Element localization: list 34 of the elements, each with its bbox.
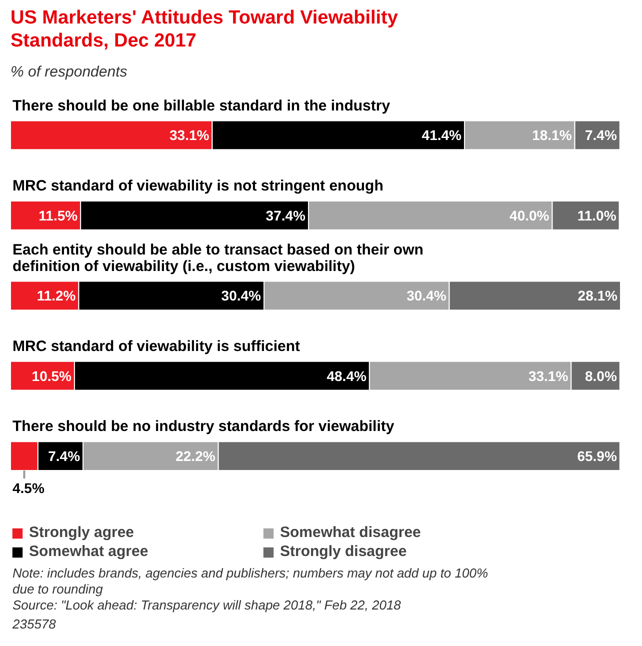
data-label: 30.4% bbox=[221, 288, 262, 304]
legend-label: Strongly agree bbox=[29, 524, 136, 541]
data-label: 7.4% bbox=[584, 127, 618, 144]
y-tick-label: MRC standard of viewability is sufficient bbox=[12, 338, 300, 355]
legend-label: Somewhat disagree bbox=[280, 524, 422, 541]
data-label: 37.4% bbox=[266, 207, 306, 224]
data-label: 33.1% bbox=[528, 368, 569, 384]
y-tick-label: There should be no industry standards for viewability bbox=[12, 418, 395, 436]
legend-label: Strongly disagree bbox=[280, 543, 408, 560]
legend-label: Somewhat agree bbox=[29, 543, 150, 560]
data-label: 11.5% bbox=[38, 207, 78, 224]
data-label: 11.2% bbox=[36, 288, 76, 304]
chart-subtitle: % of respondents bbox=[10, 64, 128, 80]
data-label: 10.5% bbox=[32, 368, 72, 384]
data-label: 22.2% bbox=[176, 448, 216, 464]
y-tick-label: There should be one billable standard in the industry bbox=[12, 97, 391, 114]
data-label: 28.1% bbox=[578, 288, 618, 304]
data-label: 41.4% bbox=[422, 127, 462, 144]
chart-title: US Marketers' Attitudes Toward Viewability Standards, Dec 2017 bbox=[10, 7, 398, 52]
data-label: 65.9% bbox=[577, 448, 618, 464]
data-label: 11.0% bbox=[577, 207, 617, 224]
data-label: 48.4% bbox=[326, 368, 367, 384]
source-note: Source: "Look ahead: Transparency will shape 2018," Feb 22, 2018 bbox=[12, 598, 402, 612]
text: Note: includes brands, agencies and publishers; numbers may not add up to 100% due to rounding bbox=[12, 566, 488, 596]
data-label: 8.0% bbox=[584, 368, 618, 384]
y-tick-label: MRC standard of viewability is not stringent enough bbox=[12, 178, 384, 195]
data-label: 30.4% bbox=[406, 288, 447, 304]
data-label: 18.1% bbox=[532, 127, 572, 144]
y-tick-label: Each entity should be able to transact based on their own definition of viewability (i.e., custom viewability) bbox=[12, 242, 424, 275]
data-label: 33.1% bbox=[170, 127, 210, 144]
data-label: 40.0% bbox=[510, 207, 550, 224]
data-label: 7.4% bbox=[48, 448, 81, 464]
text: 235578 bbox=[12, 616, 57, 632]
data-label: 4.5% bbox=[12, 480, 45, 496]
